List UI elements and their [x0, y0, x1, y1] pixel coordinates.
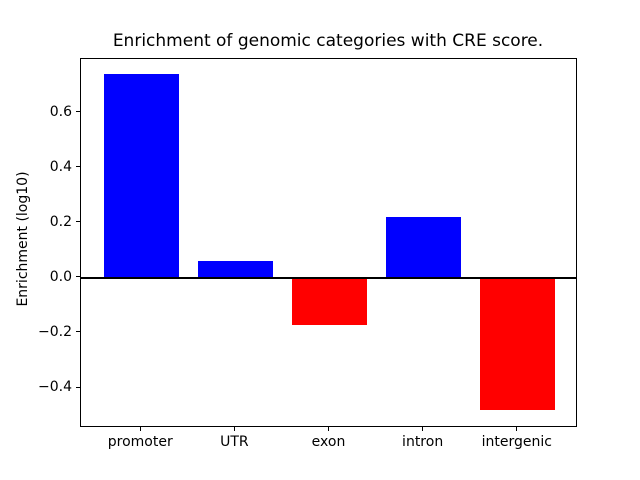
y-tick-label: 0.4 [49, 158, 72, 175]
x-tick-label-promoter: promoter [107, 434, 173, 450]
x-tick-mark [233, 427, 235, 431]
y-tick-label: −0.2 [38, 323, 72, 340]
y-tick-label: 0.2 [49, 213, 72, 230]
chart-title: Enrichment of genomic categories with CR… [112, 31, 544, 51]
bar-intron [385, 217, 462, 278]
bar-exon [291, 277, 368, 325]
y-tick-mark [76, 276, 80, 278]
x-tick-mark [516, 427, 518, 431]
x-tick-mark [139, 427, 141, 431]
y-tick-label: 0.0 [49, 268, 72, 285]
y-tick-mark [76, 111, 80, 113]
x-tick-label-exon: exon [311, 434, 346, 450]
bar-intergenic [480, 277, 556, 411]
x-tick-label-intron: intron [402, 434, 444, 450]
y-axis-label: Enrichment (log10) [15, 171, 31, 307]
x-tick-label-UTR: UTR [220, 434, 249, 450]
y-tick-mark [76, 386, 80, 388]
y-tick-label: 0.6 [49, 103, 72, 120]
zero-baseline [81, 276, 576, 280]
y-tick-mark [76, 221, 80, 223]
x-tick-label-intergenic: intergenic [481, 434, 552, 450]
y-tick-mark [76, 331, 80, 333]
x-tick-mark [328, 427, 329, 431]
plot-area [80, 58, 577, 427]
y-tick-label: −0.4 [38, 379, 72, 396]
bar-promoter [103, 74, 179, 278]
bar-UTR [197, 261, 274, 278]
x-tick-mark [422, 427, 424, 431]
y-tick-mark [76, 166, 80, 168]
